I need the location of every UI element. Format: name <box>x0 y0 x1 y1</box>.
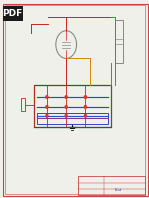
Circle shape <box>65 106 67 108</box>
Circle shape <box>84 106 86 108</box>
Bar <box>78 176 145 195</box>
Circle shape <box>46 114 48 117</box>
Bar <box>37 113 108 124</box>
Bar <box>3 6 23 21</box>
Text: PDF: PDF <box>3 9 23 18</box>
Circle shape <box>46 106 48 108</box>
Circle shape <box>65 114 67 117</box>
Text: KiCad: KiCad <box>115 188 122 192</box>
Circle shape <box>84 96 86 98</box>
Bar <box>34 85 111 127</box>
Bar <box>21 98 25 111</box>
Bar <box>115 20 123 63</box>
Circle shape <box>46 96 48 98</box>
Circle shape <box>65 96 67 98</box>
Circle shape <box>84 114 86 117</box>
